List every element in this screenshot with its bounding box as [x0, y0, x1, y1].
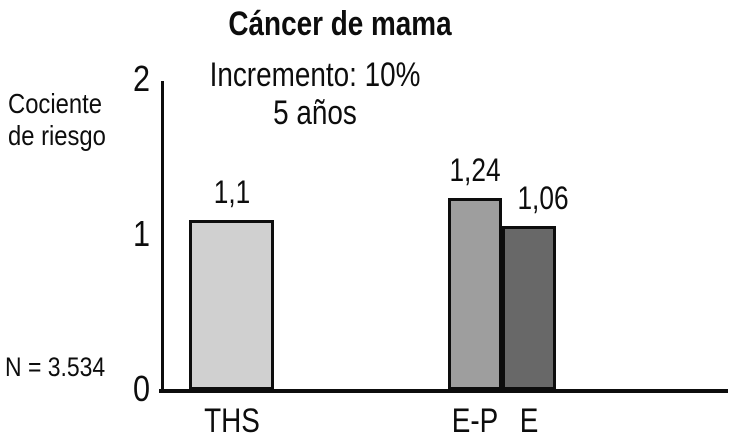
x-axis-line	[159, 389, 728, 393]
y-axis-line	[161, 81, 164, 391]
chart-title: Cáncer de mama	[228, 5, 452, 43]
x-category-label: E-P	[451, 402, 499, 440]
annotation-increment: Incremento: 10%	[209, 56, 421, 94]
y-tick-label: 0	[132, 368, 150, 409]
x-category-label: THS	[203, 402, 260, 440]
bar-e	[502, 225, 556, 390]
y-axis-label-line2: de riesgo	[8, 120, 106, 151]
annotation-years: 5 años	[273, 94, 357, 132]
sample-size-label: N = 3.534	[5, 352, 106, 382]
y-axis-label: Cociente de riesgo	[8, 88, 106, 152]
y-axis-label-line1: Cociente	[8, 88, 102, 119]
x-category-label: E	[519, 402, 539, 440]
bar-e-p	[448, 197, 502, 390]
y-tick-label: 1	[132, 213, 150, 254]
bar-value-label: 1,1	[213, 173, 250, 210]
y-tick-label: 2	[132, 58, 150, 99]
bar-ths	[189, 219, 274, 390]
bar-value-label: 1,24	[449, 151, 501, 188]
bar-value-label: 1,06	[517, 179, 569, 216]
